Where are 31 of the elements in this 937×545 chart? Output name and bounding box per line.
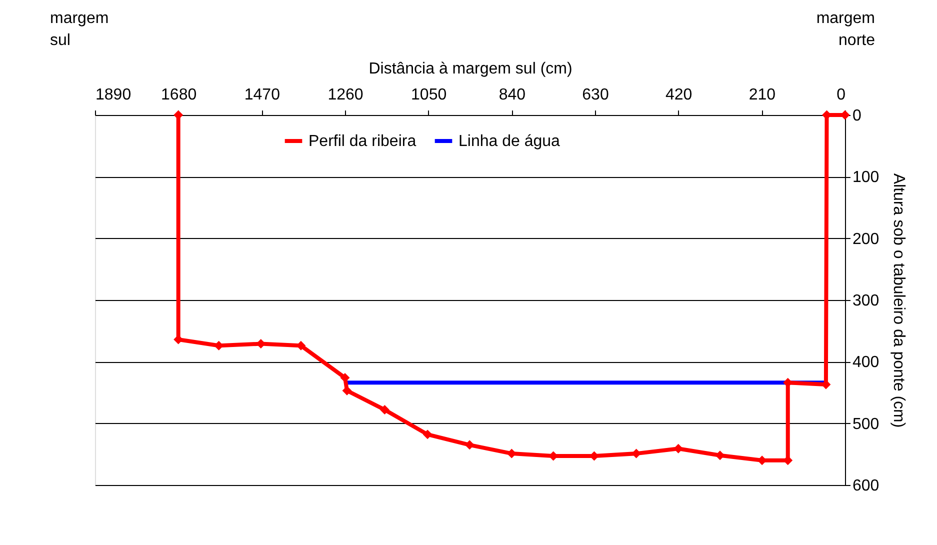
- x-tick-label: 1470: [244, 86, 280, 104]
- point: [340, 372, 350, 382]
- y-tick-label: 100: [852, 169, 880, 186]
- point: [464, 440, 474, 450]
- y-tick-label: 500: [852, 416, 880, 433]
- point: [422, 430, 432, 440]
- y-tick-label: 300: [852, 292, 880, 310]
- y-axis-title: Altura sob o tabuleiro da ponte (cm): [890, 173, 908, 428]
- y-tick-label: 0: [852, 108, 862, 124]
- point: [715, 450, 725, 460]
- x-tick-label: 1680: [161, 86, 197, 104]
- point: [674, 444, 684, 454]
- x-tick-label: 0: [836, 86, 846, 104]
- text: margem sul: [50, 10, 109, 49]
- legend-label: Linha de água: [458, 133, 560, 150]
- y-tick-label: 200: [852, 230, 880, 248]
- point: [380, 405, 390, 415]
- y-tick-label: 600: [852, 478, 880, 494]
- y-tick-label: 400: [852, 354, 880, 372]
- x-tick-label: 1050: [411, 86, 447, 104]
- legend-label: Perfil da ribeira: [308, 133, 416, 150]
- point: [783, 456, 793, 466]
- x-tick-label: 630: [582, 86, 609, 104]
- text: margem norte: [816, 10, 876, 49]
- x-tick-label: 1260: [328, 86, 364, 104]
- point: [506, 448, 516, 458]
- x-axis-title: Distância à margem sul (cm): [368, 60, 572, 78]
- x-tick-label: 1890: [96, 86, 132, 104]
- x-tick-label: 420: [665, 86, 692, 104]
- x-tick-label: 210: [748, 86, 776, 104]
- x-tick-label: 840: [498, 86, 526, 104]
